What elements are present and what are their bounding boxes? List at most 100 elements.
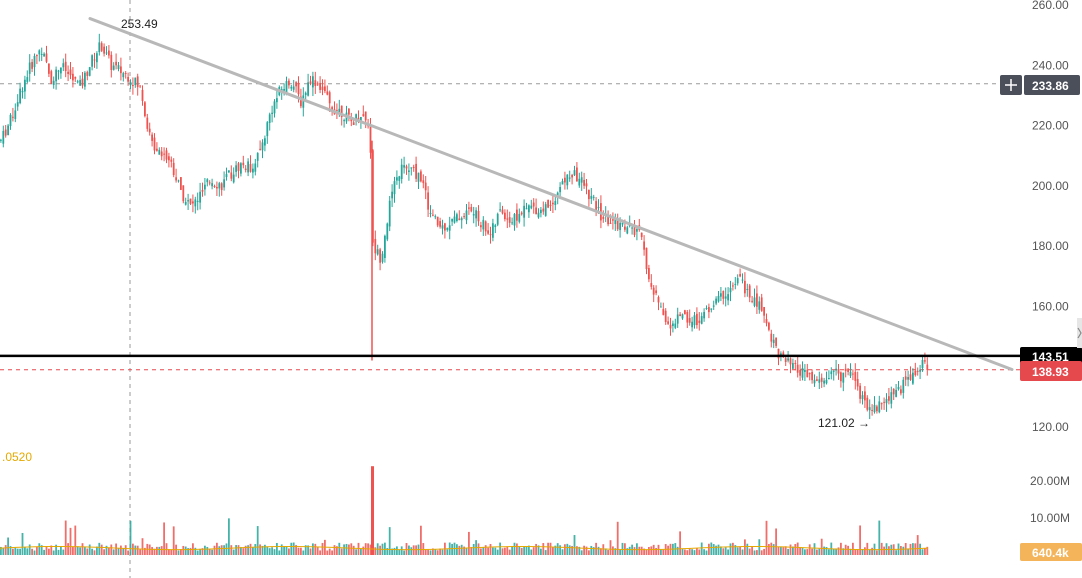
volume-bar (302, 550, 305, 555)
candle-body (748, 285, 751, 298)
volume-bar (355, 549, 357, 555)
candle-body (146, 117, 149, 129)
volume-bar (115, 543, 117, 555)
volume-bar (727, 549, 729, 555)
candle-body (420, 171, 422, 182)
volume-bar (333, 545, 336, 555)
volume-bar (496, 549, 499, 555)
candle-body (720, 293, 722, 297)
volume-bar (549, 542, 552, 555)
scroll-handle[interactable] (1077, 318, 1082, 348)
candle-body (412, 166, 415, 168)
candle-body (576, 167, 578, 182)
candle-body (472, 214, 475, 216)
candle-body (676, 314, 679, 324)
candle-body (825, 379, 828, 384)
candle-body (50, 71, 53, 85)
candle-body (489, 234, 492, 236)
volume-bar (338, 542, 341, 555)
volume-bar (660, 549, 662, 555)
volume-bar (456, 544, 458, 555)
candle-body (633, 225, 636, 235)
candle-body (746, 288, 749, 290)
candle-body (768, 322, 770, 330)
descending-trendline[interactable] (88, 17, 1014, 372)
volume-bar (787, 548, 789, 555)
volume-bar (156, 546, 158, 555)
candle-body (451, 218, 453, 222)
candle-body (96, 53, 98, 63)
candle-body (871, 409, 873, 411)
candle-body (907, 377, 909, 380)
candle-body (55, 69, 57, 82)
volume-bar (79, 547, 81, 555)
candle-body (160, 151, 163, 157)
volume-bar (710, 542, 713, 555)
volume-bar (420, 525, 422, 555)
candle-body (427, 192, 429, 210)
candle-body (453, 216, 456, 223)
volume-bar (350, 543, 353, 555)
candle-body (681, 314, 684, 319)
volume-bar (9, 546, 12, 555)
volume-bar (400, 546, 403, 555)
volume-histogram (0, 466, 929, 555)
candle-body (396, 177, 398, 181)
volume-bar (842, 548, 845, 555)
volume-bar (736, 547, 739, 555)
volume-bar (540, 548, 542, 555)
volume-bar (7, 537, 9, 555)
candle-body (36, 55, 38, 57)
candle-body (559, 186, 561, 193)
candle-body (312, 76, 314, 88)
candle-body (448, 225, 451, 231)
volume-bar (612, 546, 614, 555)
candle-body (405, 166, 408, 169)
candle-body (4, 129, 7, 136)
volume-bar (554, 545, 557, 555)
volume-bar (220, 545, 223, 555)
candle-body (352, 122, 355, 125)
volume-bar (386, 548, 389, 555)
candle-body (374, 238, 377, 254)
candle-body (98, 42, 101, 53)
candle-body (444, 223, 446, 231)
volume-bar (696, 548, 698, 555)
candle-body (640, 232, 643, 238)
volume-bar (0, 546, 2, 555)
volume-bar (384, 542, 386, 555)
candle-body (852, 373, 854, 375)
volume-bar (45, 546, 48, 555)
volume-bar (117, 548, 120, 555)
volume-bar (693, 550, 696, 555)
candle-body (549, 204, 552, 206)
volume-bar (64, 520, 67, 555)
candle-body (144, 102, 146, 117)
candle-body (446, 227, 449, 230)
volume-bar (523, 546, 525, 555)
candle-body (782, 352, 785, 355)
candle-body (184, 201, 187, 205)
candle-body (708, 307, 710, 313)
candle-body (64, 61, 67, 72)
volume-bar (388, 527, 391, 555)
crosshair-add-button[interactable] (1000, 75, 1022, 95)
candle-body (211, 183, 213, 187)
candle-body (120, 66, 122, 74)
candle-body (165, 150, 168, 160)
candle-body (508, 217, 511, 223)
volume-bar (926, 546, 929, 555)
candle-body (597, 207, 600, 209)
candle-body (400, 164, 403, 179)
candle-body (410, 167, 413, 169)
candle-body (266, 122, 269, 137)
volume-bar (645, 549, 648, 555)
volume-bar (280, 544, 283, 555)
volume-bar (866, 542, 869, 555)
candle-body (273, 101, 276, 114)
candle-body (511, 222, 513, 224)
volume-bar (151, 547, 153, 555)
volume-bar (895, 550, 897, 555)
volume-bar (249, 543, 252, 555)
